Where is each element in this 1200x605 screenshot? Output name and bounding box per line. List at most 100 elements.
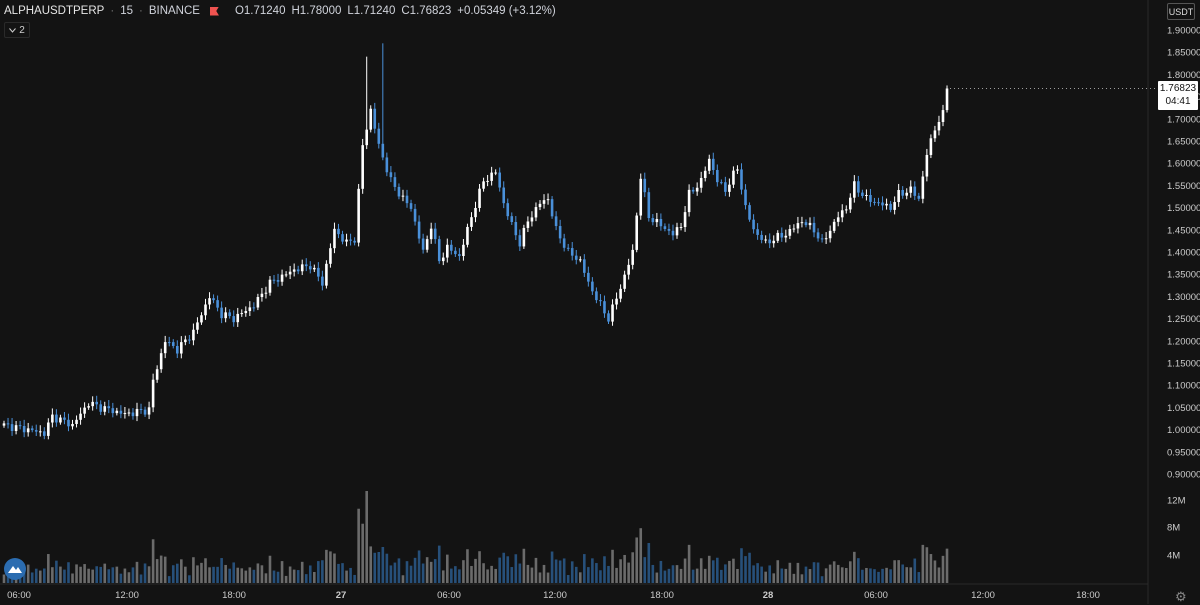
volume-bar [143,563,147,583]
candle-body [486,180,489,182]
volume-bar [647,543,651,583]
volume-bar [679,568,683,583]
candle-body [764,239,767,241]
candle-body [155,369,159,380]
volume-bar [595,563,598,583]
volume-bar [607,565,610,583]
candle-body [361,145,364,189]
candle-body [619,288,622,299]
candle-body [51,414,54,423]
candle-body [840,210,844,218]
symbol-name[interactable]: ALPHAUSDTPERP [4,5,105,17]
volume-bar [482,563,485,583]
candle-body [280,274,284,282]
price-tick-label: 1.45000 [1167,225,1200,236]
currency-button[interactable]: USDT [1167,3,1195,20]
volume-bar [377,551,381,583]
volume-bar [784,568,788,583]
candle-body [836,217,840,222]
candle-body [79,413,82,420]
volume-bar [244,570,248,583]
candle-body [409,203,413,209]
candle-body [925,154,929,177]
volume-bar [248,567,252,583]
tradingview-logo[interactable] [4,558,26,580]
candle-body [43,431,46,436]
candle-body [6,423,10,425]
volume-bar [667,568,671,583]
candle-body [107,406,111,409]
volume-bar [494,568,497,583]
volume-bar [844,567,848,583]
volume-bar [732,558,735,583]
candle-body [470,217,473,227]
candle-body [869,194,872,202]
volume-bar [772,573,776,583]
time-tick-label: 18:00 [222,590,246,601]
volume-bar [67,562,70,583]
candle-body [736,169,739,171]
volume-bar [764,571,767,583]
candle-body [796,223,800,229]
volume-bar [623,554,626,583]
candle-body [87,406,90,408]
volume-bar [707,555,711,583]
candle-body [151,379,155,408]
candle-body [740,169,743,190]
volume-bar [83,564,86,583]
candle-body [494,172,497,174]
volume-bar [699,558,703,583]
volume-bar [99,566,103,583]
candle-body [518,235,522,247]
candle-body [292,269,296,272]
volume-bar [304,574,308,583]
price-tick-label: 1.40000 [1167,248,1200,259]
candle-body [897,189,900,203]
volume-bar [744,556,747,583]
candle-body [357,188,360,243]
volume-bar [716,557,719,583]
candle-body [377,128,381,144]
volume-bar [925,547,929,583]
volume-bar [264,573,268,583]
volume-bar [87,568,90,583]
volume-bar [256,563,260,583]
candle-body [200,315,203,323]
candle-body [143,409,147,415]
price-tick-label: 1.80000 [1167,70,1200,81]
candle-body [433,228,437,240]
candle-body [514,222,518,236]
candle-body [204,304,207,316]
open-label: O [234,5,244,17]
volume-bar [836,564,840,583]
candle-body [268,279,272,293]
volume-bar [288,566,292,583]
candle-body [240,313,244,315]
price-tick-label: 1.15000 [1167,359,1200,370]
volume-bar [188,575,191,583]
flag-icon[interactable] [209,6,219,16]
volume-bar [599,570,602,583]
volume-bar [43,568,46,583]
candle-body [381,143,385,158]
candle-body [901,189,904,196]
candle-body [425,239,429,250]
collapse-indicators-button[interactable]: 2 [4,22,30,38]
candle-body [655,219,659,223]
interval[interactable]: 15 [120,5,133,17]
volume-bar [454,566,457,583]
volume-bar [329,551,332,583]
candle-body [325,263,328,286]
candle-body [534,207,538,218]
volume-bar [260,565,264,583]
volume-bar [768,565,771,583]
candle-body [695,187,699,192]
volume-bar [228,568,231,583]
gear-icon[interactable]: ⚙ [1175,589,1187,604]
time-tick-label: 18:00 [650,590,674,601]
candle-body [881,202,884,206]
logo-icon [8,566,22,573]
candle-body [627,264,630,275]
close-label: C [401,5,410,17]
